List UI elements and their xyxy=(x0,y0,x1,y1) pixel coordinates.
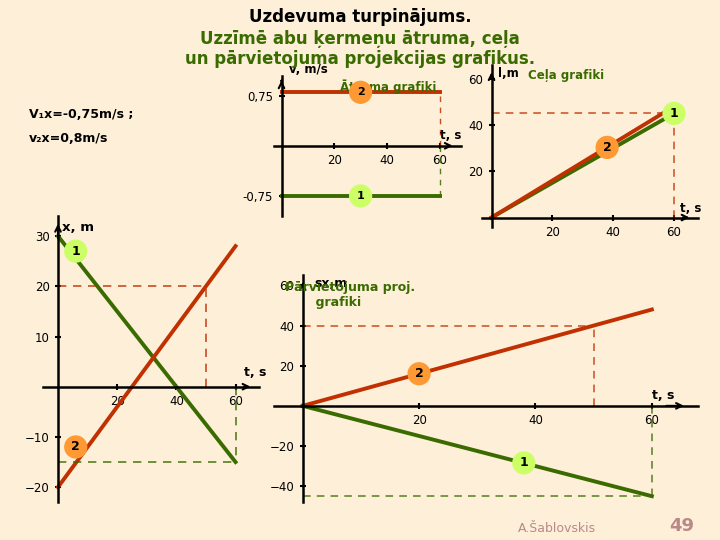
Point xyxy=(518,458,530,467)
Text: l,m: l,m xyxy=(498,67,518,80)
Text: 2: 2 xyxy=(71,441,80,454)
Text: 2: 2 xyxy=(356,87,364,97)
Text: x, m: x, m xyxy=(63,221,94,234)
Text: un pārvietojuma projekcijas grafikus.: un pārvietojuma projekcijas grafikus. xyxy=(185,50,535,68)
Text: 2: 2 xyxy=(415,367,423,380)
Text: 1: 1 xyxy=(356,191,364,201)
Text: A.Šablovskis: A.Šablovskis xyxy=(518,522,597,535)
Text: 2: 2 xyxy=(603,141,611,154)
Text: Uzzīmē abu ķermeņu ātruma, ceļa: Uzzīmē abu ķermeņu ātruma, ceļa xyxy=(200,30,520,48)
Point xyxy=(668,109,680,118)
Text: t, s: t, s xyxy=(680,202,701,215)
Point xyxy=(70,247,81,255)
Text: t, s: t, s xyxy=(652,389,674,402)
Text: v₂x=0,8m/s: v₂x=0,8m/s xyxy=(29,132,108,145)
Point xyxy=(355,192,366,200)
Text: sx,m: sx,m xyxy=(315,278,348,291)
Point xyxy=(355,88,366,97)
Text: 1: 1 xyxy=(71,245,80,258)
Text: v, m/s: v, m/s xyxy=(289,63,328,76)
Text: Ceļa grafiki: Ceļa grafiki xyxy=(528,70,604,83)
Text: Uzdevuma turpinājums.: Uzdevuma turpinājums. xyxy=(248,8,472,26)
Text: 1: 1 xyxy=(670,107,678,120)
Text: Ātruma grafiki: Ātruma grafiki xyxy=(340,79,436,93)
Text: 49: 49 xyxy=(670,517,695,535)
Point xyxy=(413,369,425,378)
Point xyxy=(70,443,81,451)
Text: t, s: t, s xyxy=(244,366,267,379)
Text: t, s: t, s xyxy=(440,130,461,143)
Point xyxy=(601,143,613,152)
Text: V₁x=-0,75m/s ;: V₁x=-0,75m/s ; xyxy=(29,108,133,121)
Text: 1: 1 xyxy=(519,456,528,469)
Text: Pārvietojuma proj.
       grafiki: Pārvietojuma proj. grafiki xyxy=(285,281,415,309)
